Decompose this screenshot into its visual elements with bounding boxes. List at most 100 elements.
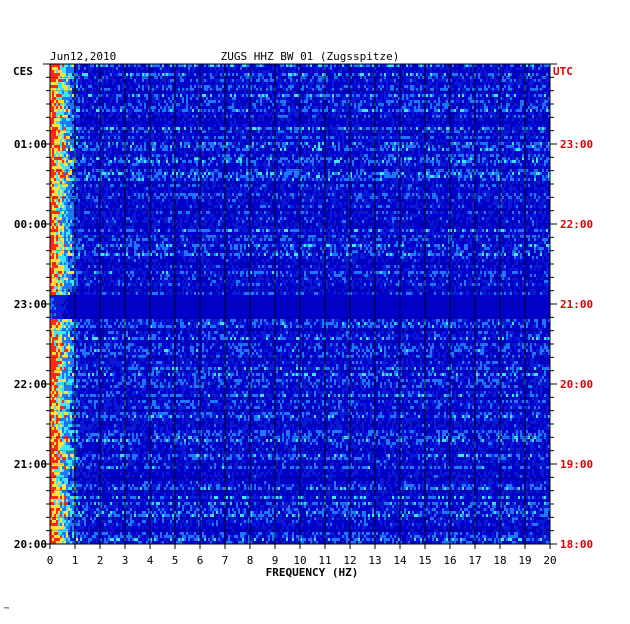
spectrogram-cell (306, 76, 308, 79)
spectrogram-cell (414, 79, 416, 82)
spectrogram-cell (408, 145, 410, 148)
spectrogram-cell (84, 136, 86, 139)
spectrogram-cell (90, 154, 92, 157)
spectrogram-cell (60, 70, 62, 73)
spectrogram-cell (232, 136, 234, 139)
spectrogram-cell (464, 112, 466, 115)
spectrogram-cell (316, 115, 318, 118)
spectrogram-cell (178, 76, 180, 79)
spectrogram-cell (198, 145, 200, 148)
spectrogram-cell (160, 70, 162, 73)
spectrogram-cell (202, 151, 204, 154)
spectrogram-cell (328, 160, 330, 163)
spectrogram-cell (418, 148, 420, 151)
spectrogram-cell (218, 79, 220, 82)
spectrogram-cell (336, 169, 338, 172)
spectrogram-cell (478, 160, 480, 163)
spectrogram-cell (320, 145, 322, 148)
spectrogram-cell (104, 148, 106, 151)
spectrogram-cell (152, 109, 154, 112)
spectrogram-cell (510, 160, 512, 163)
spectrogram-cell (172, 154, 174, 157)
spectrogram-cell (196, 64, 198, 67)
spectrogram-cell (482, 97, 484, 100)
spectrogram-cell (376, 160, 378, 163)
spectrogram-cell (518, 85, 520, 88)
spectrogram-cell (278, 82, 280, 85)
spectrogram-cell (460, 172, 462, 175)
spectrogram-cell (230, 64, 232, 67)
spectrogram-cell (132, 106, 134, 109)
spectrogram-cell (420, 112, 422, 115)
spectrogram-cell (94, 88, 96, 91)
spectrogram-cell (172, 157, 174, 160)
spectrogram-cell (216, 169, 218, 172)
spectrogram-cell (178, 64, 180, 67)
spectrogram-cell (136, 82, 138, 85)
spectrogram-cell (462, 88, 464, 91)
spectrogram-cell (348, 100, 350, 103)
spectrogram-cell (280, 100, 282, 103)
spectrogram-cell (86, 82, 88, 85)
spectrogram-cell (496, 124, 498, 127)
spectrogram-cell (72, 133, 74, 136)
spectrogram-cell (50, 130, 52, 133)
spectrogram-cell (504, 142, 506, 145)
spectrogram-cell (62, 73, 64, 76)
spectrogram-cell (390, 154, 392, 157)
spectrogram-cell (320, 106, 322, 109)
spectrogram-cell (390, 115, 392, 118)
spectrogram-cell (236, 79, 238, 82)
spectrogram-cell (64, 124, 66, 127)
spectrogram-cell (138, 160, 140, 163)
spectrogram-cell (322, 97, 324, 100)
spectrogram-cell (178, 130, 180, 133)
spectrogram-cell (338, 145, 340, 148)
spectrogram-cell (280, 115, 282, 118)
spectrogram-cell (466, 142, 468, 145)
spectrogram-cell (444, 109, 446, 112)
spectrogram-cell (138, 103, 140, 106)
spectrogram-cell (468, 169, 470, 172)
spectrogram-cell (278, 76, 280, 79)
spectrogram-cell (142, 88, 144, 91)
spectrogram-cell (88, 64, 90, 67)
spectrogram-cell (140, 136, 142, 139)
spectrogram-cell (426, 109, 428, 112)
spectrogram-cell (298, 112, 300, 115)
spectrogram-cell (104, 127, 106, 130)
spectrogram-cell (442, 64, 444, 67)
spectrogram-cell (290, 169, 292, 172)
spectrogram-cell (98, 139, 100, 142)
spectrogram-cell (58, 70, 60, 73)
spectrogram-cell (166, 94, 168, 97)
spectrogram-cell (120, 154, 122, 157)
spectrogram-cell (210, 73, 212, 76)
spectrogram-cell (446, 127, 448, 130)
spectrogram-cell (494, 109, 496, 112)
spectrogram-cell (476, 154, 478, 157)
spectrogram-cell (90, 106, 92, 109)
spectrogram-cell (200, 148, 202, 151)
spectrogram-cell (366, 64, 368, 67)
spectrogram-cell (210, 127, 212, 130)
spectrogram-cell (428, 100, 430, 103)
spectrogram-cell (220, 106, 222, 109)
spectrogram-cell (370, 97, 372, 100)
spectrogram-cell (426, 130, 428, 133)
spectrogram-cell (50, 91, 52, 94)
spectrogram-cell (350, 160, 352, 163)
spectrogram-cell (334, 127, 336, 130)
spectrogram-cell (84, 88, 86, 91)
spectrogram-cell (288, 121, 290, 124)
spectrogram-cell (372, 109, 374, 112)
spectrogram-cell (480, 70, 482, 73)
spectrogram-cell (152, 160, 154, 163)
spectrogram-cell (138, 163, 140, 166)
spectrogram-cell (258, 115, 260, 118)
spectrogram-cell (184, 115, 186, 118)
spectrogram-cell (60, 85, 62, 88)
spectrogram-cell (320, 148, 322, 151)
spectrogram-cell (454, 157, 456, 160)
spectrogram-cell (218, 142, 220, 145)
